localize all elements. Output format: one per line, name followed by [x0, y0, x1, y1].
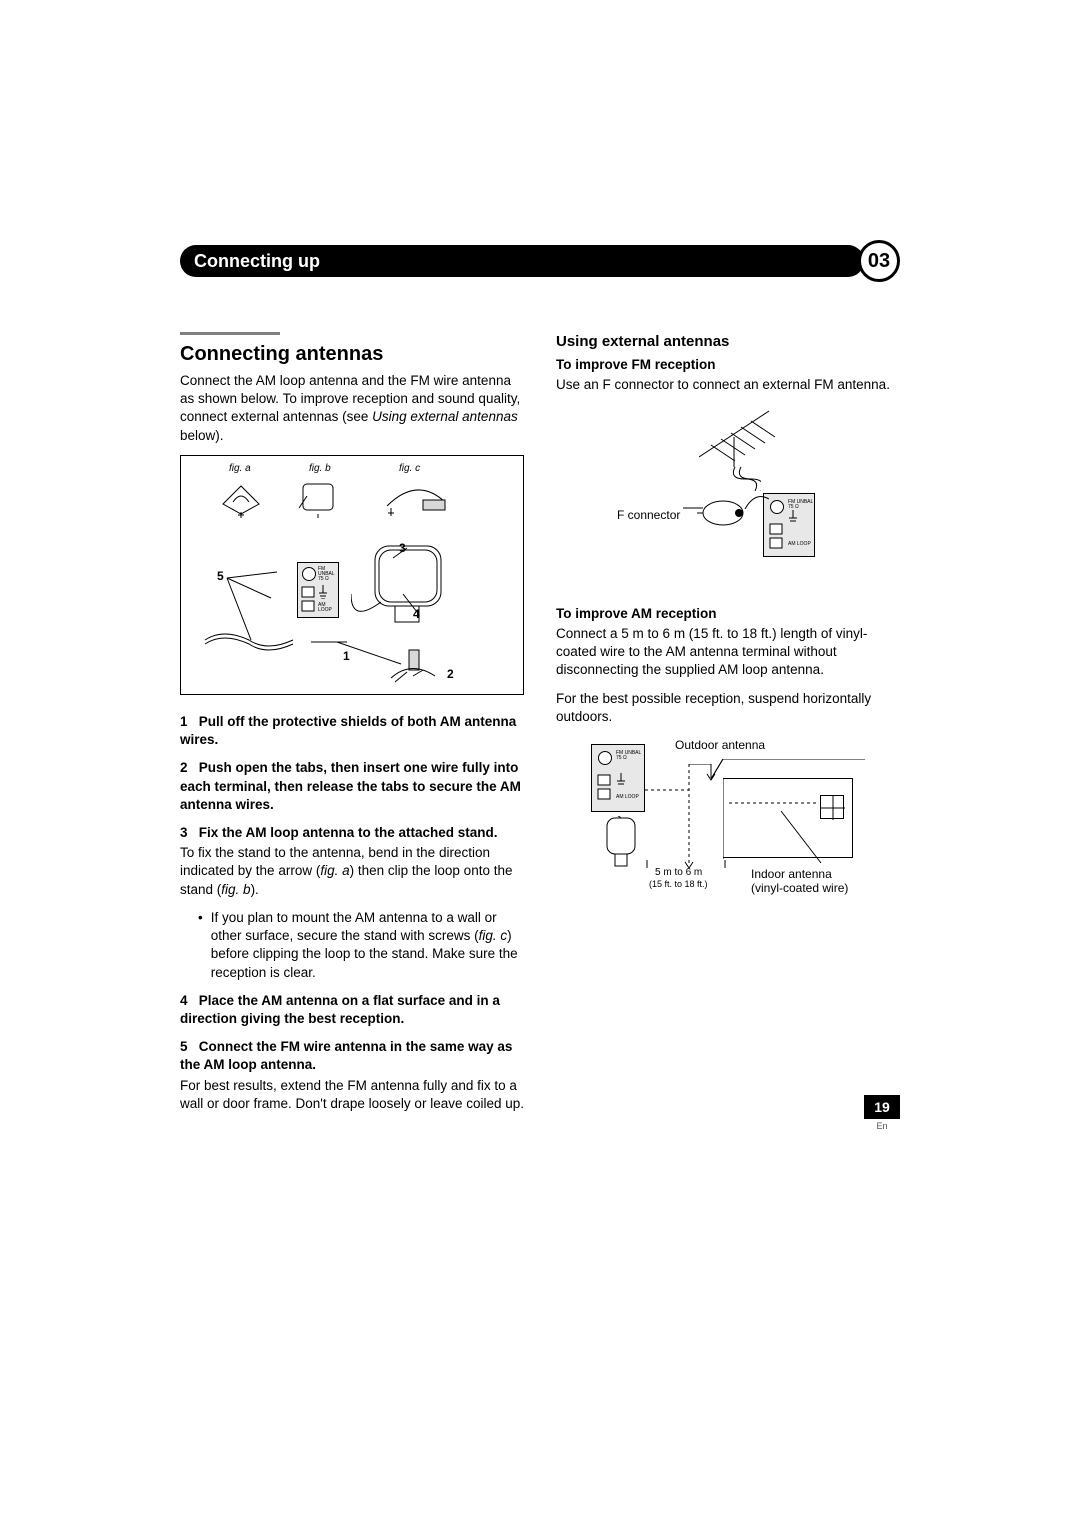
fm-terminal: [598, 751, 612, 765]
connector-lead-line: [743, 491, 773, 511]
terminal-am-label: AM LOOP: [616, 795, 639, 800]
step-4-text: Place the AM antenna on a flat surface a…: [180, 993, 500, 1026]
intro-paragraph: Connect the AM loop antenna and the FM w…: [180, 372, 524, 445]
fm-body: Use an F connector to connect an externa…: [556, 376, 900, 394]
section-title: Connecting antennas: [180, 341, 524, 368]
step-3-text: Fix the AM loop antenna to the attached …: [199, 825, 498, 840]
step-3-figa: fig. a: [320, 863, 349, 878]
step-5-text: Connect the FM wire antenna in the same …: [180, 1039, 512, 1072]
f-connector-line: [683, 507, 703, 509]
am-terminal-tabs: [769, 522, 785, 552]
fm-diagram: F connector FM UNBAL 75 Ω: [613, 407, 843, 587]
distance-sub: (15 ft. to 18 ft.): [649, 878, 708, 890]
page-number: 19 En: [864, 1095, 900, 1131]
step-4-num: 4: [180, 993, 188, 1008]
outdoor-label: Outdoor antenna: [675, 738, 765, 752]
step-2: 2 Push open the tabs, then insert one wi…: [180, 759, 524, 814]
step-3-figb: fig. b: [221, 882, 250, 897]
bullet-text: If you plan to mount the AM antenna to a…: [211, 909, 524, 982]
fm-title: To improve FM reception: [556, 356, 900, 374]
step-2-num: 2: [180, 760, 188, 775]
house-shape: [723, 778, 853, 858]
step-3-bullet-fig: fig. c: [479, 928, 508, 943]
step-3-body: To fix the stand to the antenna, bend in…: [180, 844, 524, 899]
subsection-title: Using external antennas: [556, 332, 900, 352]
chapter-title: Connecting up: [180, 245, 864, 277]
ground-icon: [788, 510, 798, 524]
step-5-num: 5: [180, 1039, 188, 1054]
am-loop-shape-2: [603, 816, 641, 876]
house-leftwall: [723, 779, 724, 859]
indoor-wire: [729, 801, 819, 805]
intro-ref: Using external antennas: [372, 409, 518, 424]
step-1: 1 Pull off the protective shields of bot…: [180, 713, 524, 749]
diagram-lines: [181, 456, 523, 694]
terminal-am-label: AM LOOP: [788, 542, 811, 547]
step-3-body-c: ).: [251, 882, 259, 897]
am-title: To improve AM reception: [556, 605, 900, 623]
step-3-bullet-a: If you plan to mount the AM antenna to a…: [211, 910, 497, 943]
receiver-terminal-block-2: FM UNBAL 75 Ω AM LOOP: [591, 744, 645, 812]
step-5-body: For best results, extend the FM antenna …: [180, 1077, 524, 1113]
chapter-header: Connecting up 03: [180, 240, 900, 282]
bullet-dot: •: [198, 909, 203, 982]
f-connector-label: F connector: [617, 507, 680, 523]
cable-wave-icon: [731, 465, 761, 491]
page-lang: En: [864, 1121, 900, 1131]
section-rule: [180, 332, 280, 335]
step-2-text: Push open the tabs, then insert one wire…: [180, 760, 521, 811]
terminal-fm-label: FM UNBAL 75 Ω: [616, 751, 644, 761]
chapter-number: 03: [858, 240, 900, 282]
distance-bracket: [645, 860, 727, 868]
am-body-2: For the best possible reception, suspend…: [556, 690, 900, 726]
step-4: 4 Place the AM antenna on a flat surface…: [180, 992, 524, 1028]
step-3-bullet: • If you plan to mount the AM antenna to…: [198, 909, 524, 982]
step-3: 3 Fix the AM loop antenna to the attache…: [180, 824, 524, 842]
am-terminal-tabs: [597, 773, 613, 803]
indoor-arrow: [771, 807, 831, 867]
antenna-diagram: fig. a fig. b fig. c: [180, 455, 524, 695]
f-connector-icon: [693, 499, 749, 533]
am-diagram: FM UNBAL 75 Ω AM LOOP Outdoor: [583, 738, 873, 908]
step-1-text: Pull off the protective shields of both …: [180, 714, 516, 747]
step-5: 5 Connect the FM wire antenna in the sam…: [180, 1038, 524, 1074]
step-3-num: 3: [180, 825, 188, 840]
roof-icon: [711, 759, 865, 781]
intro-tail: below).: [180, 428, 224, 443]
step-1-num: 1: [180, 714, 188, 729]
content-columns: Connecting antennas Connect the AM loop …: [180, 332, 900, 1123]
indoor-sub: (vinyl-coated wire): [751, 880, 848, 896]
outdoor-antenna-icon: [699, 407, 809, 467]
ground-icon: [616, 773, 626, 787]
left-column: Connecting antennas Connect the AM loop …: [180, 332, 524, 1123]
am-body: Connect a 5 m to 6 m (15 ft. to 18 ft.) …: [556, 625, 900, 680]
terminal-fm-label: FM UNBAL 75 Ω: [788, 500, 814, 510]
page-number-value: 19: [864, 1095, 900, 1119]
right-column: Using external antennas To improve FM re…: [556, 332, 900, 1123]
